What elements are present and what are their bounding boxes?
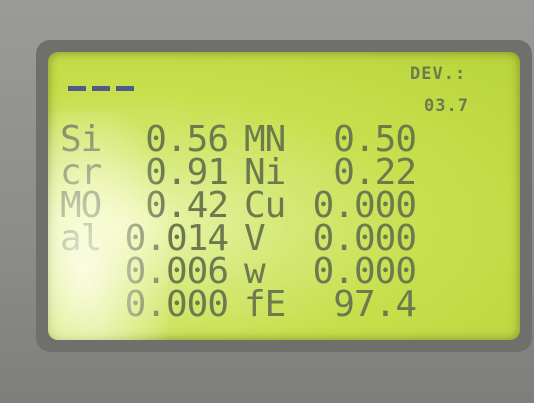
- element-value: 0.22: [333, 152, 417, 193]
- element-label: MN: [244, 119, 286, 160]
- dash: [116, 86, 134, 91]
- element-label: Cu: [244, 185, 286, 226]
- dev-label: DEV.:: [410, 64, 467, 84]
- element-label: w: [244, 251, 266, 292]
- element-value: 0.50: [333, 119, 417, 160]
- dev-value: 03.7: [424, 96, 469, 116]
- element-label: V: [244, 218, 266, 259]
- element-value: 97.4: [333, 284, 417, 325]
- element-value: 0.000: [312, 218, 417, 259]
- element-value: 0.000: [312, 251, 417, 292]
- glare: [48, 112, 168, 340]
- dash: [92, 86, 110, 91]
- element-value: 0.000: [312, 185, 417, 226]
- element-label: Ni: [244, 152, 286, 193]
- element-label: fE: [244, 284, 286, 325]
- dash: [68, 86, 86, 91]
- lcd-screen: DEV.: 03.7 Si0.56MN0.50cr0.91Ni0.22MO0.4…: [48, 52, 520, 340]
